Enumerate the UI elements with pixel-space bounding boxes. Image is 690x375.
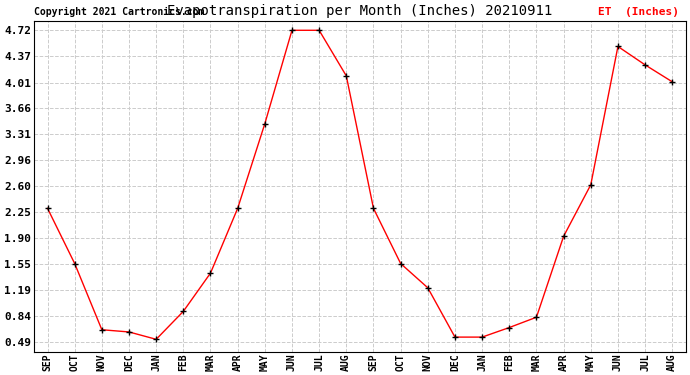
Text: Copyright 2021 Cartronics.com: Copyright 2021 Cartronics.com [34,8,204,17]
Title: Evapotranspiration per Month (Inches) 20210911: Evapotranspiration per Month (Inches) 20… [167,4,553,18]
Text: ET  (Inches): ET (Inches) [598,8,680,17]
